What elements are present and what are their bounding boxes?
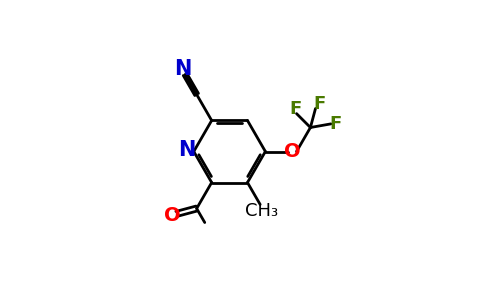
Text: N: N <box>174 59 192 80</box>
Text: F: F <box>314 95 326 113</box>
Text: N: N <box>179 140 196 160</box>
Text: F: F <box>289 100 302 118</box>
Text: O: O <box>164 206 180 225</box>
Text: F: F <box>330 115 342 133</box>
Text: CH₃: CH₃ <box>245 202 278 220</box>
Text: O: O <box>284 142 301 161</box>
